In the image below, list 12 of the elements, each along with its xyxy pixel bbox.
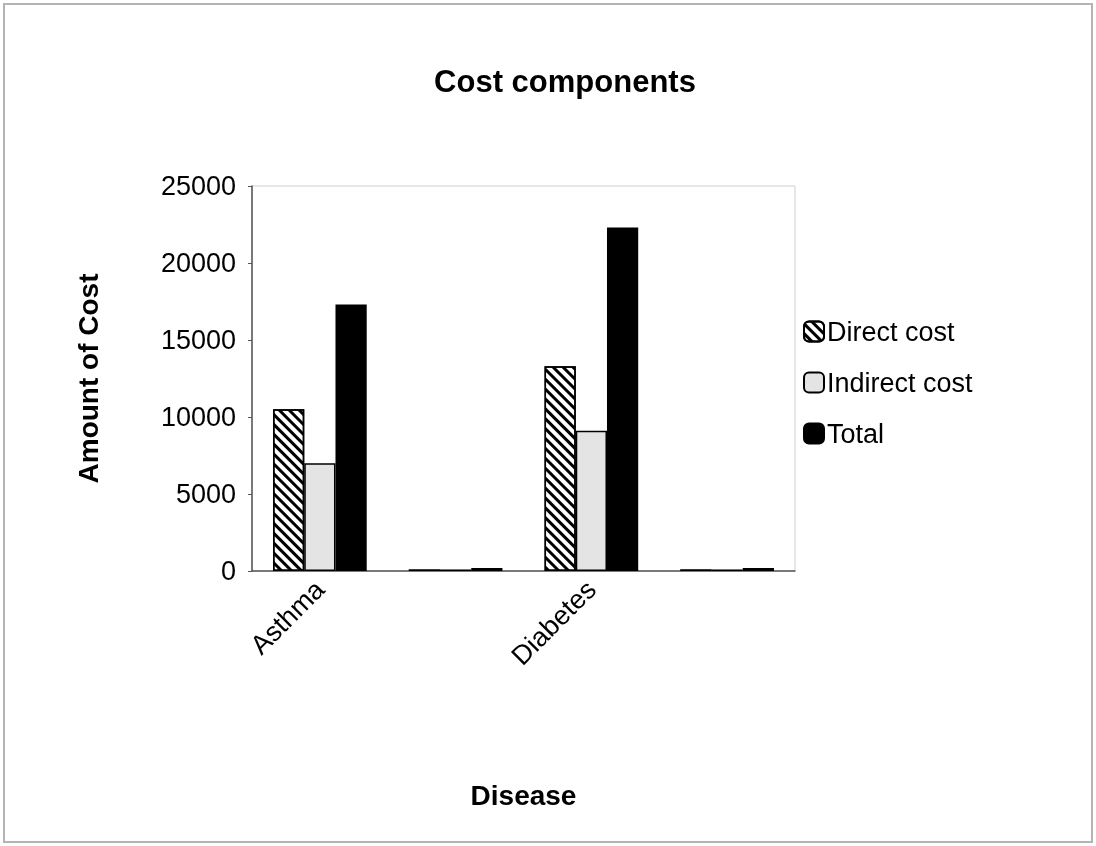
legend-label: Total [827,418,885,449]
y-tick-label: 0 [220,556,236,586]
y-tick-label: 10000 [160,402,236,432]
legend-label: Indirect cost [827,367,974,398]
legend-label: Direct cost [827,316,956,347]
y-tick-label: 25000 [160,171,236,201]
y-tick-label: 5000 [175,479,236,509]
y-tick-label: 20000 [160,248,236,278]
x-axis-title: Disease [470,779,577,811]
y-axis-title: Amount of Cost [72,273,104,484]
y-tick-label: 15000 [160,325,236,355]
chart-title: Cost components [434,64,696,99]
